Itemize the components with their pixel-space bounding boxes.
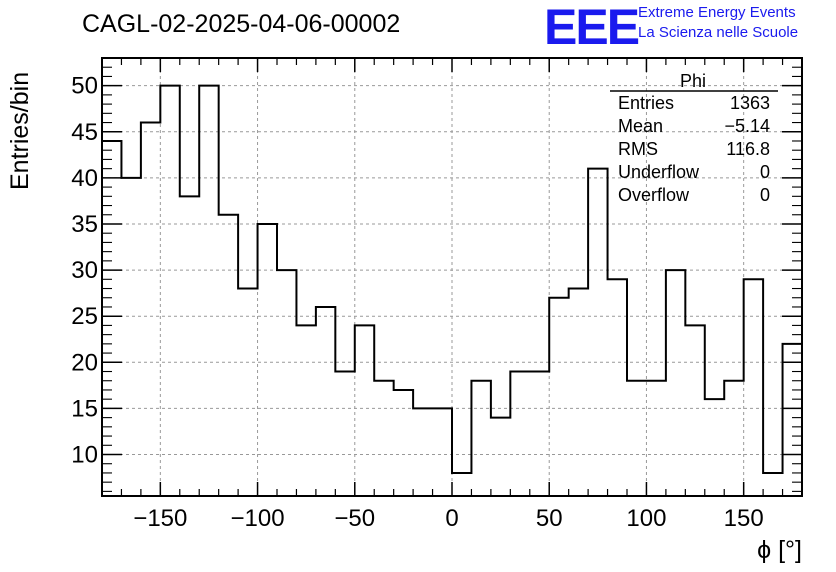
histogram-bin xyxy=(685,325,704,496)
y-axis-ticks: 10 15 20 25 30 35 40 45 50 xyxy=(71,57,802,492)
stats-entries-value: 1363 xyxy=(729,93,770,113)
x-tick-label: −100 xyxy=(231,505,285,532)
histogram-bin xyxy=(394,390,413,496)
histogram-bin xyxy=(549,298,568,496)
y-tick-label: 25 xyxy=(71,303,98,330)
stats-rms-label: RMS xyxy=(618,139,658,159)
x-tick-label: −150 xyxy=(133,505,187,532)
y-tick-label: 20 xyxy=(71,349,98,376)
x-tick-label: 100 xyxy=(626,505,666,532)
stats-entries-label: Entries xyxy=(618,93,675,113)
y-tick-label: 15 xyxy=(71,395,98,422)
y-tick-label: 10 xyxy=(71,442,98,469)
x-tick-label: 150 xyxy=(724,505,764,532)
chart-title: CAGL-02-2025-04-06-00002 xyxy=(82,10,401,38)
histogram-bin xyxy=(705,399,724,496)
logo-line-1: Extreme Energy Events xyxy=(638,4,796,21)
histogram-bin xyxy=(627,381,646,496)
histogram-bin xyxy=(471,381,490,496)
histogram-bin xyxy=(569,289,588,496)
histogram-bin xyxy=(374,381,393,496)
x-axis-label: ϕ [°] xyxy=(757,536,802,564)
histogram-bin xyxy=(763,473,782,496)
y-tick-label: 30 xyxy=(71,257,98,284)
histogram-bin xyxy=(646,381,665,496)
y-axis-label: Entries/bin xyxy=(6,71,34,190)
stats-underflow-value: 0 xyxy=(759,162,770,182)
stats-overflow-value: 0 xyxy=(759,185,770,205)
stats-mean-label: Mean xyxy=(618,116,664,136)
x-axis-ticks: −150 −100 −50 0 50 100 150 xyxy=(101,58,803,532)
y-tick-label: 45 xyxy=(71,119,98,146)
histogram-bin xyxy=(608,279,627,496)
x-tick-label: 50 xyxy=(536,505,563,532)
histogram-bin xyxy=(744,279,763,496)
histogram-bin xyxy=(102,141,121,496)
histogram-bin xyxy=(199,86,218,496)
stats-rms-value: 116.8 xyxy=(726,139,770,159)
stats-overflow-label: Overflow xyxy=(618,185,690,205)
histogram-bin xyxy=(296,325,315,496)
y-tick-label: 40 xyxy=(71,165,98,192)
histogram-bin xyxy=(160,86,179,496)
histogram-bin xyxy=(258,224,277,496)
eee-logo: EEE xyxy=(544,0,640,55)
histogram-bin xyxy=(238,289,257,496)
histogram-bin xyxy=(530,372,549,496)
histogram-bin xyxy=(316,307,335,496)
histogram-bin xyxy=(510,372,529,496)
stats-box-title: Phi xyxy=(680,71,707,91)
histogram-bin xyxy=(180,196,199,496)
histogram-bin xyxy=(491,418,510,496)
x-tick-label: −50 xyxy=(334,505,375,532)
x-tick-label: 0 xyxy=(445,505,458,532)
histogram-bin xyxy=(121,178,140,496)
histogram-bin xyxy=(452,473,471,496)
histogram-bin xyxy=(335,372,354,496)
histogram-bin xyxy=(666,270,685,496)
histogram-bin xyxy=(724,381,743,496)
histogram-bin xyxy=(219,215,238,496)
histogram-outline xyxy=(102,84,803,474)
histogram-bin xyxy=(433,408,452,496)
y-tick-label: 50 xyxy=(71,73,98,100)
histogram-bin xyxy=(588,169,607,496)
histogram-bin xyxy=(141,123,160,496)
stats-mean-value: −5.14 xyxy=(724,116,770,136)
histogram-bin xyxy=(413,408,432,496)
y-tick-label: 35 xyxy=(71,211,98,238)
histogram-bin xyxy=(277,270,296,496)
stats-underflow-label: Underflow xyxy=(618,162,700,182)
logo-line-2: La Scienza nelle Scuole xyxy=(638,24,799,41)
histogram-bin xyxy=(355,325,374,496)
